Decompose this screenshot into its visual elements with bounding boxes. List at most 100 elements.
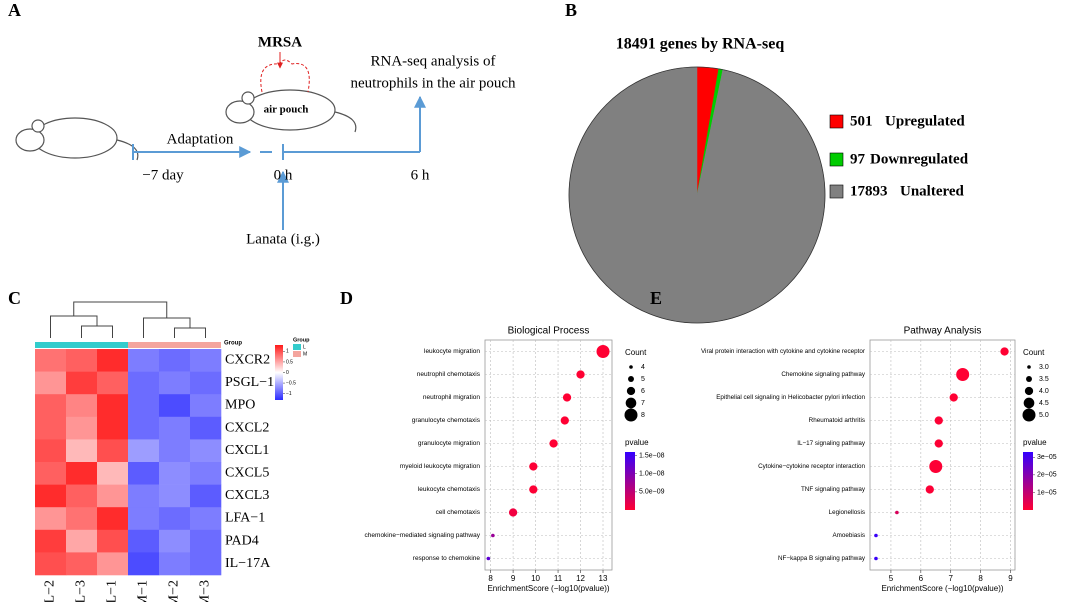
heat-cell — [35, 529, 67, 553]
panel-label: E — [650, 288, 662, 308]
y-tick-label: Cytokine−cytokine receptor interaction — [758, 463, 865, 470]
y-tick-label: response to chemokine — [413, 555, 481, 562]
y-tick-label: myeloid leukocyte migration — [400, 463, 481, 470]
heat-cell — [159, 439, 191, 463]
x-tick-label: 12 — [576, 574, 585, 583]
dot — [874, 556, 878, 561]
dot — [934, 439, 943, 448]
y-tick-label: Epithelial cell signaling in Helicobacte… — [716, 394, 865, 401]
group-cell — [66, 342, 97, 348]
legend-dot — [626, 386, 636, 396]
legend-title: Group — [293, 337, 310, 343]
heat-cell — [128, 462, 160, 485]
panel-label: B — [565, 0, 577, 20]
heat-cell — [35, 552, 67, 576]
group-cell — [35, 342, 66, 348]
legend-dot — [628, 376, 634, 382]
heat-cell — [190, 529, 222, 553]
legend-label: L — [303, 344, 306, 350]
heat-cell — [66, 439, 98, 463]
heat-cell — [159, 484, 191, 508]
x-tick-label: 7 — [948, 574, 953, 583]
legend-swatch — [293, 351, 301, 357]
legend-title: Count — [625, 348, 647, 357]
heat-cell — [128, 416, 160, 440]
heat-cell — [159, 552, 191, 576]
dot — [560, 416, 569, 425]
time-label: 0 h — [274, 167, 293, 183]
y-tick-label: LFA−1 — [225, 511, 265, 526]
legend-value: 17893 — [850, 183, 888, 199]
legend-label: M — [303, 351, 307, 357]
legend-label: 7 — [641, 400, 645, 407]
time-label: −7 day — [142, 167, 184, 183]
heat-cell — [97, 394, 129, 418]
dot — [934, 416, 943, 425]
mouse — [15, 117, 139, 161]
y-tick-label: Viral protein interaction with cytokine … — [701, 348, 865, 355]
legend-swatch — [829, 114, 844, 129]
x-tick-label: L−3 — [74, 580, 89, 602]
y-tick-label: Rheumatoid arthritis — [809, 417, 865, 424]
y-tick-label: CXCR2 — [225, 353, 270, 368]
legend-dot — [1022, 408, 1036, 422]
dot — [549, 439, 558, 448]
colorbar-label: 0 — [286, 370, 289, 376]
legend-dot — [625, 397, 637, 409]
heat-cell — [159, 371, 191, 395]
heat-cell — [97, 462, 129, 485]
heat-cell — [128, 394, 160, 418]
legend-label: 5.0 — [1039, 412, 1049, 419]
heat-cell — [66, 484, 98, 508]
dot — [596, 345, 610, 358]
heat-cell — [159, 507, 191, 531]
x-tick-label: 5 — [889, 574, 894, 583]
heat-cell — [97, 529, 129, 553]
y-tick-label: PSGL−1 — [225, 375, 274, 390]
dot — [562, 393, 572, 402]
y-tick-label: CXCL1 — [225, 443, 269, 458]
dot — [925, 485, 934, 494]
timeline — [132, 95, 426, 230]
heat-cell — [35, 349, 67, 372]
heat-cell — [159, 349, 191, 372]
legend-title: pvalue — [625, 438, 649, 447]
y-tick-label: leukocyte chemotaxis — [418, 486, 481, 493]
heat-cell — [190, 349, 222, 372]
heat-cell — [66, 371, 98, 395]
heat-cell — [128, 529, 160, 553]
y-tick-label: chemokine−mediated signaling pathway — [365, 532, 481, 539]
heat-cell — [128, 484, 160, 508]
heat-cell — [35, 371, 67, 395]
colorbar — [1023, 452, 1033, 510]
legend-dot — [1023, 397, 1035, 409]
x-tick-label: 9 — [1008, 574, 1013, 583]
colorbar-label: 2e−05 — [1037, 472, 1057, 479]
heat-cell — [66, 529, 98, 553]
legend-title: Count — [1023, 348, 1045, 357]
time-label: 6 h — [411, 167, 430, 183]
heat-cell — [159, 462, 191, 485]
dot — [486, 556, 491, 561]
y-tick-label: MPO — [225, 398, 255, 413]
heat-cell — [190, 462, 222, 485]
group-cell — [128, 342, 159, 348]
heat-cell — [66, 507, 98, 531]
heat-cell — [159, 529, 191, 553]
heat-cell — [97, 552, 129, 576]
legend-label: Unaltered — [900, 183, 965, 199]
legend-dot — [629, 365, 633, 369]
heat-cell — [97, 371, 129, 395]
colorbar-label: 0.5 — [286, 359, 293, 365]
y-tick-label: CXCL3 — [225, 488, 269, 503]
x-tick-label: 9 — [511, 574, 516, 583]
legend-dot — [624, 408, 638, 422]
heat-cell — [35, 462, 67, 485]
dot — [529, 485, 538, 494]
heat-cell — [190, 484, 222, 508]
colorbar-label: 1.5e−08 — [639, 452, 665, 459]
heat-cell — [128, 371, 160, 395]
dot — [576, 370, 585, 379]
x-axis-label: EnrichmentScore (−log10(pvalue)) — [487, 584, 609, 593]
dot — [874, 533, 878, 538]
